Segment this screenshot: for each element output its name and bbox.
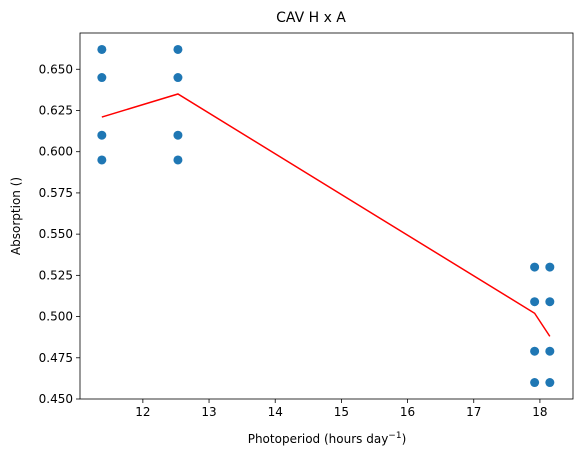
y-tick-label: 0.575 xyxy=(39,186,73,200)
y-tick-label: 0.625 xyxy=(39,103,73,117)
trend-line xyxy=(101,93,551,337)
plot-area xyxy=(97,44,555,388)
scatter-point xyxy=(173,73,183,83)
x-tick-label: 14 xyxy=(268,405,283,419)
plot-frame xyxy=(79,32,574,400)
x-tick-label: 18 xyxy=(532,405,547,419)
y-axis-label: Absorption () xyxy=(9,177,23,255)
x-tick-label: 15 xyxy=(334,405,349,419)
y-tick-label: 0.475 xyxy=(39,351,73,365)
chart-title: CAV H x A xyxy=(276,10,346,26)
scatter-point xyxy=(97,130,107,140)
scatter-point xyxy=(530,297,540,307)
x-tick-label: 17 xyxy=(466,405,481,419)
y-tick-label: 0.450 xyxy=(39,392,73,406)
y-tick-label: 0.500 xyxy=(39,310,73,324)
scatter-point xyxy=(530,262,540,272)
x-axis-label-main: Photoperiod (hours day xyxy=(248,432,389,446)
scatter-point xyxy=(97,155,107,165)
x-tick-label: 16 xyxy=(400,405,415,419)
x-axis: 12 13 14 15 16 17 18 xyxy=(135,399,548,419)
x-axis-label: Photoperiod (hours day−1) xyxy=(248,431,407,446)
scatter-point xyxy=(97,44,107,54)
y-tick-label: 0.550 xyxy=(39,227,73,241)
scatter-point xyxy=(530,378,540,388)
x-axis-label-superscript: −1 xyxy=(388,431,401,441)
scatter-point xyxy=(545,346,555,356)
scatter-point xyxy=(173,130,183,140)
x-tick-label: 13 xyxy=(201,405,216,419)
y-axis: 0.450 0.475 0.500 0.525 0.550 0.575 0.600 0.625… xyxy=(39,62,80,406)
scatter-point xyxy=(545,297,555,307)
y-tick-label: 0.600 xyxy=(39,145,73,159)
scatter-point xyxy=(97,73,107,83)
y-tick-label: 0.650 xyxy=(39,62,73,76)
scatter-point xyxy=(173,44,183,54)
scatter-point xyxy=(545,378,555,388)
scatter-point xyxy=(545,262,555,272)
y-tick-label: 0.525 xyxy=(39,268,73,282)
scatter-point xyxy=(530,346,540,356)
scatter-point xyxy=(173,155,183,165)
x-tick-label: 12 xyxy=(135,405,150,419)
x-axis-label-end: ) xyxy=(402,432,407,446)
